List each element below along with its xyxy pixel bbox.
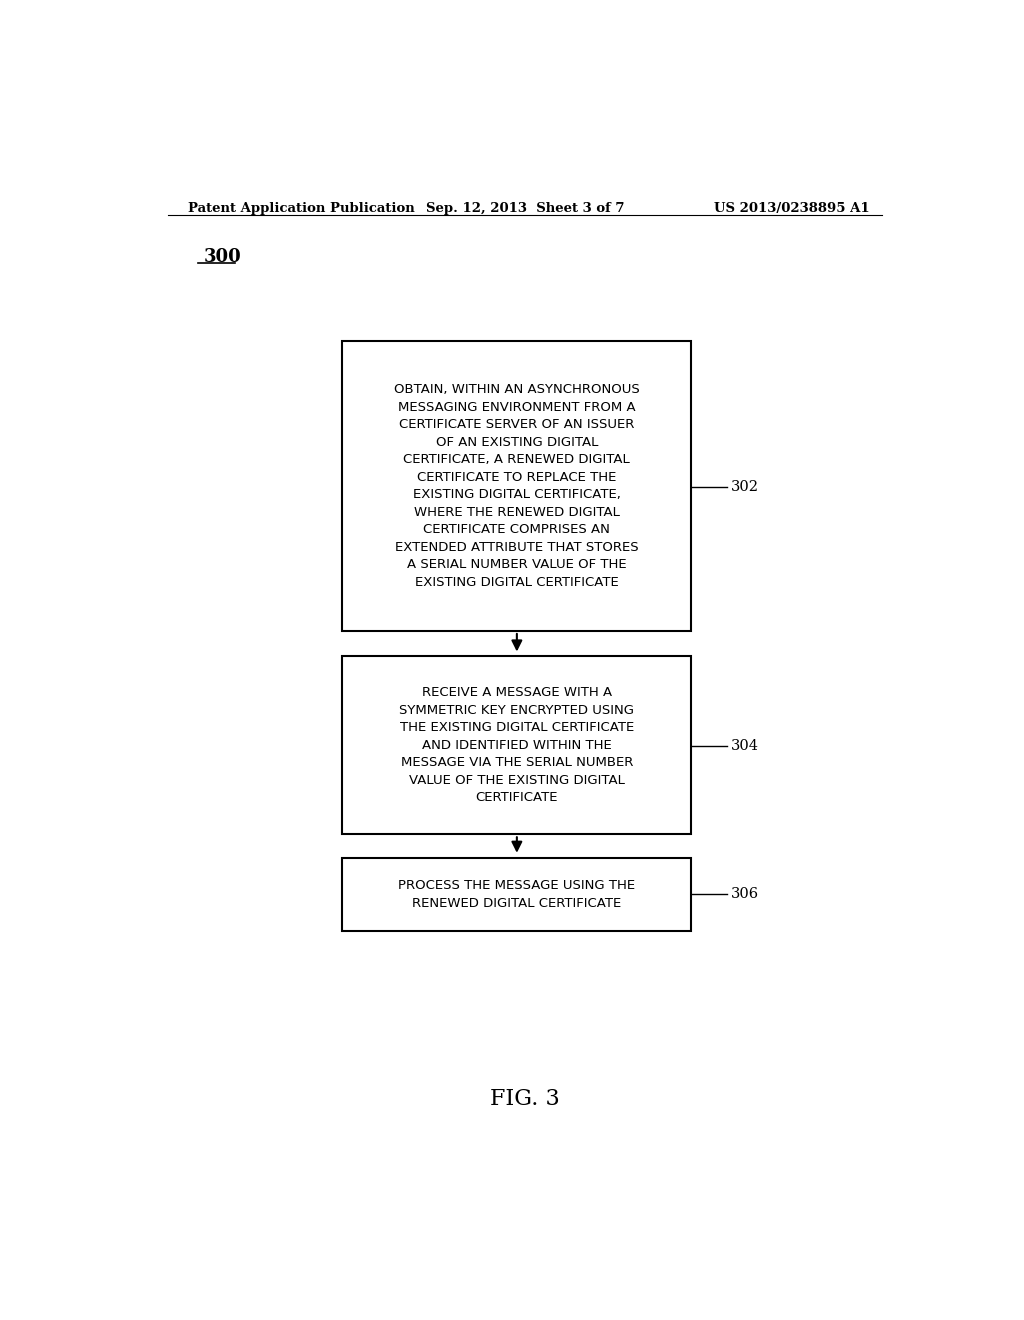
Text: PROCESS THE MESSAGE USING THE
RENEWED DIGITAL CERTIFICATE: PROCESS THE MESSAGE USING THE RENEWED DI… bbox=[398, 879, 636, 909]
FancyBboxPatch shape bbox=[342, 656, 691, 834]
Text: 302: 302 bbox=[731, 479, 759, 494]
Text: OBTAIN, WITHIN AN ASYNCHRONOUS
MESSAGING ENVIRONMENT FROM A
CERTIFICATE SERVER O: OBTAIN, WITHIN AN ASYNCHRONOUS MESSAGING… bbox=[394, 383, 640, 589]
Text: Sep. 12, 2013  Sheet 3 of 7: Sep. 12, 2013 Sheet 3 of 7 bbox=[426, 202, 624, 215]
Text: US 2013/0238895 A1: US 2013/0238895 A1 bbox=[715, 202, 870, 215]
Text: 300: 300 bbox=[204, 248, 241, 265]
Text: Patent Application Publication: Patent Application Publication bbox=[187, 202, 415, 215]
Text: FIG. 3: FIG. 3 bbox=[489, 1088, 560, 1110]
Text: 306: 306 bbox=[731, 887, 759, 902]
FancyBboxPatch shape bbox=[342, 342, 691, 631]
Text: RECEIVE A MESSAGE WITH A
SYMMETRIC KEY ENCRYPTED USING
THE EXISTING DIGITAL CERT: RECEIVE A MESSAGE WITH A SYMMETRIC KEY E… bbox=[399, 686, 634, 804]
Text: 304: 304 bbox=[731, 739, 759, 752]
FancyBboxPatch shape bbox=[342, 858, 691, 931]
